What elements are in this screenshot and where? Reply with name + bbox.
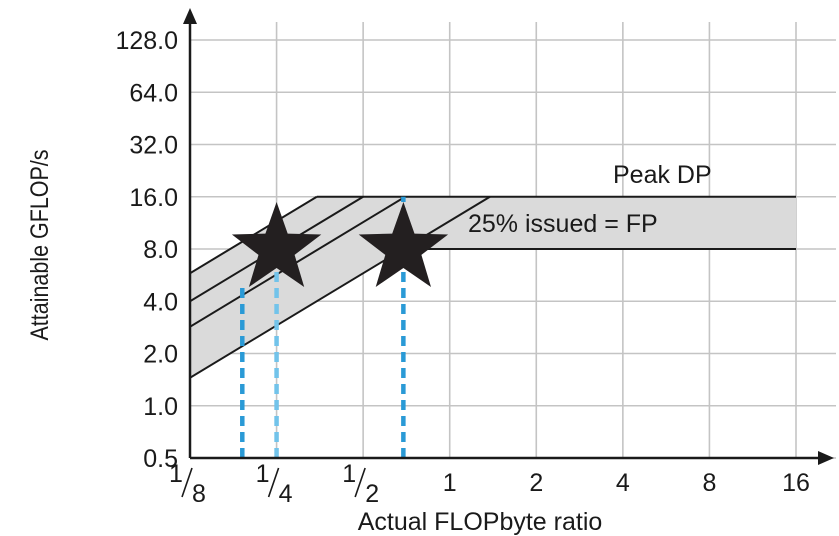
star-point-1 <box>358 202 449 287</box>
y-tick-label-2: 2.0 <box>143 341 178 369</box>
shaded-band <box>190 196 796 378</box>
data-points <box>231 202 449 287</box>
bandwidth-line-3 <box>190 195 491 379</box>
y-axis-arrow <box>183 8 197 24</box>
y-tick-label-0: 0.5 <box>143 445 178 473</box>
y-tick-label-5: 16.0 <box>129 184 178 212</box>
x-tick-slash-2 <box>354 467 366 498</box>
y-tick-label-4: 8.0 <box>143 236 178 264</box>
y-tick-label-3: 4.0 <box>143 288 178 316</box>
x-tick-num-2: 1 <box>342 460 356 488</box>
x-tick-fraction-2: 12 <box>342 460 379 508</box>
x-tick-num-0: 1 <box>169 460 183 488</box>
x-tick-fraction-0: 18 <box>169 460 206 508</box>
x-tick-label-6: 8 <box>702 469 716 497</box>
x-tick-fraction-1: 14 <box>256 460 293 508</box>
x-tick-label-7: 16 <box>782 469 810 497</box>
annotations: Peak DP 25% issued = FP <box>468 161 712 238</box>
x-tick-den-2: 2 <box>365 480 379 508</box>
y-tick-label-6: 32.0 <box>129 132 178 160</box>
ceiling-label-peak: Peak DP <box>613 161 712 189</box>
star-point-0 <box>231 202 322 287</box>
y-tick-label-8: 128.0 <box>115 27 178 55</box>
y-tick-label-1: 1.0 <box>143 393 178 421</box>
x-tick-num-1: 1 <box>256 460 270 488</box>
x-axis-arrow <box>818 451 834 465</box>
ceiling-label-fp: 25% issued = FP <box>468 210 658 238</box>
x-tick-slash-0 <box>181 467 193 498</box>
y-tick-label-7: 64.0 <box>129 79 178 107</box>
x-tick-slash-1 <box>267 467 280 498</box>
x-tick-den-1: 4 <box>279 480 293 508</box>
y-axis-title: Attainable GFLOP/s <box>25 149 53 340</box>
bandwidth-line-2 <box>190 195 406 328</box>
axes <box>183 8 834 465</box>
x-tick-label-5: 4 <box>616 469 630 497</box>
shaded-band-area <box>190 196 796 378</box>
x-axis-title: Actual FLOPbyte ratio <box>358 508 603 536</box>
x-tick-label-3: 1 <box>443 469 457 497</box>
x-tick-label-4: 2 <box>529 469 543 497</box>
x-tick-den-0: 8 <box>192 480 206 508</box>
